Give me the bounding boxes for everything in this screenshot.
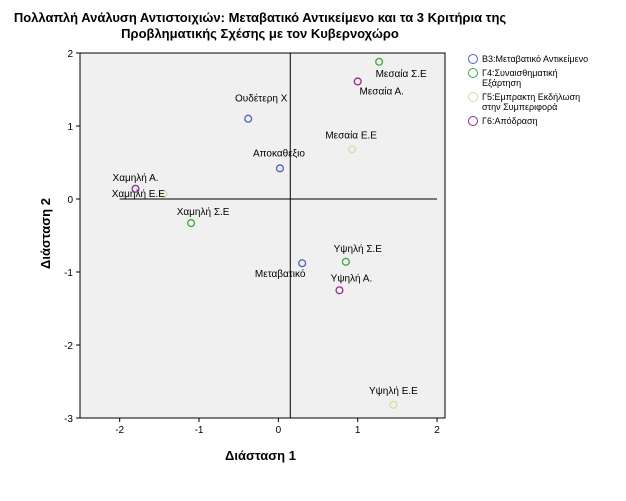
legend-label: B3:Μεταβατικό Αντικείμενο: [482, 54, 588, 64]
x-tick-label: 1: [355, 425, 361, 436]
x-tick-label: 2: [434, 425, 440, 436]
data-point: [244, 114, 253, 123]
data-point-label: Υψηλή Α.: [331, 272, 373, 284]
legend-marker-icon: [468, 68, 478, 78]
legend-label-line: στην Συμπεριφορά: [482, 102, 558, 112]
data-point-label: Χαμηλή Σ.Ε: [177, 206, 230, 218]
data-point: [335, 286, 344, 295]
y-tick-label: -2: [64, 341, 73, 352]
data-point-label: Υψηλή Σ.Ε: [334, 243, 383, 255]
data-point: [298, 259, 307, 268]
data-point: [375, 57, 384, 66]
data-point-label: Ουδέτερη Χ: [235, 93, 288, 105]
legend-label-line: Γ5:Εμπρακτη Εκδήλωση: [482, 92, 581, 102]
data-point-label: Μεσαία Ε.Ε: [325, 129, 377, 141]
legend-item: Γ6:Απόδραση: [468, 116, 626, 126]
y-tick-label: -1: [64, 268, 73, 279]
data-point-label: Χαμηλή Ε.Ε: [112, 188, 166, 200]
legend-marker-icon: [468, 116, 478, 126]
legend: B3:Μεταβατικό Αντικείμενο Γ4:Συναισθηματι…: [468, 54, 626, 130]
legend-label-line: B3:Μεταβατικό Αντικείμενο: [482, 54, 589, 64]
data-point: [131, 184, 140, 193]
legend-label-line: Γ6:Απόδραση: [482, 116, 538, 126]
legend-label: Γ4:Συναισθηματική Εξάρτηση: [482, 68, 558, 88]
data-point-label: Μεταβατικό: [255, 268, 306, 280]
legend-label-line: Γ4:Συναισθηματική: [482, 68, 558, 78]
y-tick-label: -3: [64, 414, 73, 425]
y-axis-label: Διάσταση 2: [38, 198, 53, 269]
x-tick-label: -1: [195, 425, 204, 436]
legend-item: Γ5:Εμπρακτη Εκδήλωση στην Συμπεριφορά: [468, 92, 626, 112]
data-point: [275, 164, 285, 173]
legend-marker-icon: [468, 92, 478, 102]
x-tick-label: 0: [276, 425, 282, 436]
data-point: [389, 400, 398, 409]
chart-title-line-1: Πολλαπλή Ανάλυση Αντιστοιχιών: Μεταβατικ…: [13, 10, 507, 25]
legend-label: Γ5:Εμπρακτη Εκδήλωση στην Συμπεριφορά: [482, 92, 580, 112]
legend-item: B3:Μεταβατικό Αντικείμενο: [468, 54, 626, 64]
y-tick-label: 2: [67, 49, 73, 60]
y-tick-label: 0: [67, 195, 73, 206]
data-point: [348, 145, 357, 154]
x-tick-label: -2: [115, 425, 124, 436]
legend-marker-icon: [468, 54, 478, 64]
x-axis-label: Διάσταση 1: [225, 448, 296, 463]
data-point-label: Μεσαία Α.: [360, 85, 404, 97]
data-point: [341, 257, 350, 266]
data-point-label: Χαμηλή Α.: [113, 172, 159, 184]
chart-title-line-2: Προβληματικής Σχέσης με τον Κυβερνοχώρο: [121, 26, 399, 41]
y-tick-label: 1: [67, 122, 73, 133]
data-point: [159, 189, 168, 198]
legend-label-line: Εξάρτηση: [482, 78, 522, 88]
legend-label: Γ6:Απόδραση: [482, 116, 538, 126]
data-point-label: Υψηλή Ε.Ε: [369, 385, 418, 397]
legend-item: Γ4:Συναισθηματική Εξάρτηση: [468, 68, 626, 88]
chart-title: Πολλαπλή Ανάλυση Αντιστοιχιών: Μεταβατικ…: [0, 10, 520, 42]
data-point: [187, 219, 196, 228]
data-point-label: Μεσαία Σ.Ε: [376, 68, 427, 80]
data-point-label: Αποκαθεξιο: [253, 148, 305, 159]
data-point: [353, 77, 362, 86]
plot-area: [79, 52, 446, 419]
